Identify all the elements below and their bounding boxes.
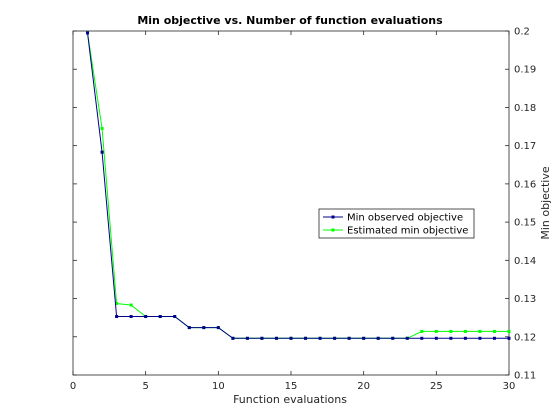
data-point xyxy=(420,336,424,340)
series-line xyxy=(87,32,509,339)
data-point xyxy=(274,336,278,340)
data-point xyxy=(391,336,395,340)
y-tick-label: 0.19 xyxy=(514,65,536,76)
data-point xyxy=(333,336,337,340)
y-tick-label: 0.2 xyxy=(514,27,530,38)
data-point xyxy=(129,303,133,307)
data-point xyxy=(449,329,453,333)
x-axis: 0 5 10 15 20 25 30 xyxy=(70,31,516,392)
data-point xyxy=(507,336,511,340)
data-point xyxy=(318,336,322,340)
data-point xyxy=(260,336,264,340)
y-tick-label: 0.16 xyxy=(514,179,536,190)
data-point xyxy=(144,315,148,319)
data-point xyxy=(507,329,511,333)
data-point xyxy=(347,336,351,340)
y-axis-label: Min objective xyxy=(539,166,552,239)
data-point xyxy=(420,329,424,333)
x-axis-label: Function evaluations xyxy=(233,393,347,406)
x-tick-label: 5 xyxy=(142,381,148,392)
legend-label: Estimated min objective xyxy=(347,226,468,237)
x-tick-label: 20 xyxy=(357,381,370,392)
series-min-observed-objective xyxy=(86,31,511,340)
data-point xyxy=(86,31,90,35)
x-tick-label: 30 xyxy=(503,381,516,392)
data-point xyxy=(187,326,191,330)
y-tick-label: 0.12 xyxy=(514,332,536,343)
data-point xyxy=(115,315,119,319)
x-tick-label: 25 xyxy=(430,381,443,392)
data-point xyxy=(449,336,453,340)
y-tick-label: 0.13 xyxy=(514,294,536,305)
data-point xyxy=(216,326,220,330)
data-point xyxy=(129,315,133,319)
data-point xyxy=(289,336,293,340)
series-layer xyxy=(86,31,511,340)
x-tick-label: 15 xyxy=(285,381,298,392)
legend-box xyxy=(318,208,475,239)
data-point xyxy=(405,336,409,340)
y-axis: 0.11 0.12 0.13 0.14 0.15 0.16 0.17 0.18 0.19 0.2 xyxy=(73,27,536,382)
data-point xyxy=(304,336,308,340)
data-point xyxy=(100,126,104,130)
legend-label: Min observed objective xyxy=(347,213,463,224)
data-point xyxy=(492,336,496,340)
x-tick-label: 10 xyxy=(212,381,225,392)
data-point xyxy=(231,336,235,340)
data-point xyxy=(173,315,177,319)
data-point xyxy=(202,326,206,330)
data-point xyxy=(463,329,467,333)
legend-item: Min observed objective xyxy=(323,213,463,224)
data-point xyxy=(478,336,482,340)
data-point xyxy=(362,336,366,340)
data-point xyxy=(245,336,249,340)
legend-item: Estimated min objective xyxy=(323,226,468,237)
data-point xyxy=(158,315,162,319)
y-tick-label: 0.15 xyxy=(514,218,536,229)
data-point xyxy=(376,336,380,340)
y-tick-label: 0.11 xyxy=(514,371,536,382)
y-tick-label: 0.18 xyxy=(514,103,536,114)
chart-title: Min objective vs. Number of function eva… xyxy=(137,14,443,27)
data-point xyxy=(463,336,467,340)
y-tick-label: 0.17 xyxy=(514,141,536,152)
data-point xyxy=(100,150,104,154)
data-point xyxy=(478,329,482,333)
legend-marker xyxy=(331,215,335,219)
x-tick-label: 0 xyxy=(70,381,76,392)
legend-marker xyxy=(331,228,335,232)
data-point xyxy=(115,302,119,306)
y-tick-label: 0.14 xyxy=(514,256,536,267)
data-point xyxy=(434,329,438,333)
data-point xyxy=(492,329,496,333)
legend: Min observed objective Estimated min obje… xyxy=(318,208,475,239)
data-point xyxy=(434,336,438,340)
